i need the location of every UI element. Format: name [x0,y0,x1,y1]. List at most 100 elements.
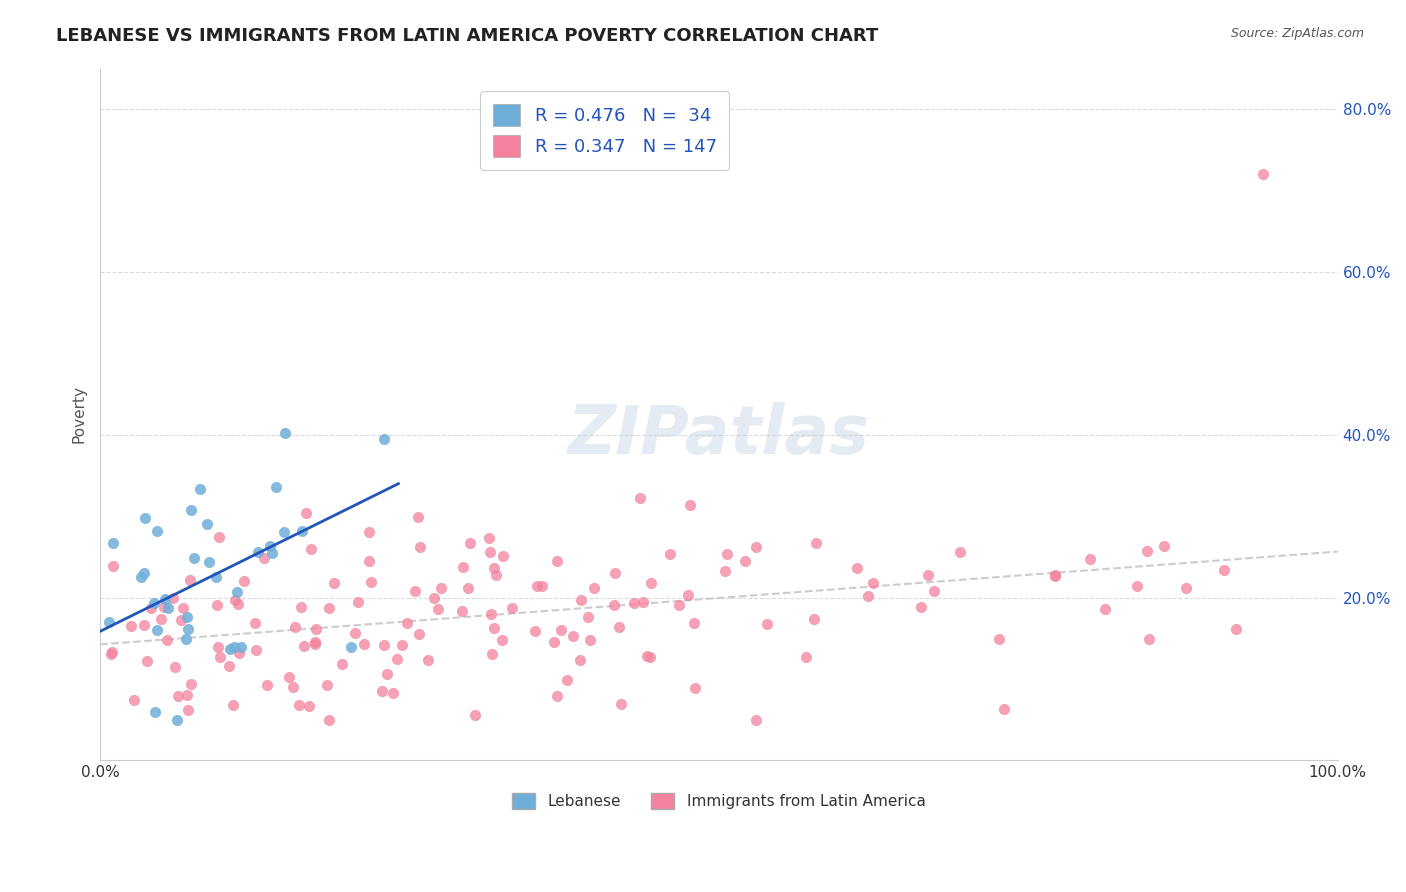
Immigrants from Latin America [623,596,645,610]
Immigrants from Latin America [679,498,702,512]
Immigrants from Latin America [569,653,592,667]
Lebanese [198,555,221,569]
Immigrants from Latin America [357,524,380,539]
Lebanese [188,482,211,496]
Immigrants from Latin America [682,616,704,631]
Lebanese [142,596,165,610]
Immigrants from Latin America [755,616,778,631]
Immigrants from Latin America [804,536,827,550]
Legend: Lebanese, Immigrants from Latin America: Lebanese, Immigrants from Latin America [506,787,932,815]
Immigrants from Latin America [155,633,177,648]
Immigrants from Latin America [218,659,240,673]
Lebanese [273,426,295,441]
Immigrants from Latin America [177,703,200,717]
Y-axis label: Poverty: Poverty [72,385,86,443]
Immigrants from Latin America [343,626,366,640]
Immigrants from Latin America [744,713,766,727]
Immigrants from Latin America [120,618,142,632]
Lebanese [157,600,180,615]
Immigrants from Latin America [224,593,246,607]
Lebanese [195,517,218,532]
Immigrants from Latin America [222,698,245,712]
Immigrants from Latin America [583,581,606,595]
Immigrants from Latin America [375,666,398,681]
Immigrants from Latin America [683,681,706,695]
Lebanese [177,622,200,636]
Immigrants from Latin America [803,611,825,625]
Immigrants from Latin America [426,602,449,616]
Immigrants from Latin America [561,629,583,643]
Immigrants from Latin America [628,491,651,505]
Immigrants from Latin America [208,531,231,545]
Immigrants from Latin America [479,544,502,558]
Immigrants from Latin America [382,686,405,700]
Immigrants from Latin America [304,637,326,651]
Immigrants from Latin America [360,574,382,589]
Immigrants from Latin America [256,678,278,692]
Immigrants from Latin America [993,702,1015,716]
Immigrants from Latin America [179,574,201,588]
Immigrants from Latin America [745,540,768,554]
Immigrants from Latin America [1136,543,1159,558]
Immigrants from Latin America [330,657,353,672]
Immigrants from Latin America [716,547,738,561]
Immigrants from Latin America [150,612,173,626]
Immigrants from Latin America [547,690,569,704]
Immigrants from Latin America [949,545,972,559]
Immigrants from Latin America [450,604,472,618]
Immigrants from Latin America [165,660,187,674]
Immigrants from Latin America [430,582,453,596]
Immigrants from Latin America [245,615,267,630]
Immigrants from Latin America [245,643,267,657]
Lebanese [176,609,198,624]
Immigrants from Latin America [676,588,699,602]
Immigrants from Latin America [304,634,326,648]
Immigrants from Latin America [609,697,631,711]
Immigrants from Latin America [180,677,202,691]
Lebanese [145,623,167,637]
Immigrants from Latin America [172,601,194,615]
Immigrants from Latin America [569,593,592,607]
Immigrants from Latin America [253,550,276,565]
Immigrants from Latin America [464,708,486,723]
Immigrants from Latin America [1078,552,1101,566]
Immigrants from Latin America [856,589,879,603]
Immigrants from Latin America [318,601,340,615]
Immigrants from Latin America [492,549,515,563]
Lebanese [97,615,120,630]
Lebanese [218,642,240,657]
Lebanese [229,640,252,654]
Immigrants from Latin America [226,597,249,611]
Immigrants from Latin America [530,579,553,593]
Immigrants from Latin America [152,599,174,614]
Immigrants from Latin America [478,532,501,546]
Immigrants from Latin America [714,565,737,579]
Immigrants from Latin America [555,673,578,687]
Immigrants from Latin America [290,600,312,615]
Immigrants from Latin America [1094,602,1116,616]
Immigrants from Latin America [316,678,339,692]
Immigrants from Latin America [917,568,939,582]
Immigrants from Latin America [862,575,884,590]
Lebanese [226,584,249,599]
Immigrants from Latin America [301,541,323,556]
Immigrants from Latin America [373,638,395,652]
Immigrants from Latin America [134,618,156,632]
Immigrants from Latin America [281,680,304,694]
Lebanese [134,510,156,524]
Lebanese [174,632,197,646]
Immigrants from Latin America [176,689,198,703]
Immigrants from Latin America [277,669,299,683]
Lebanese [222,640,245,654]
Lebanese [153,591,176,606]
Immigrants from Latin America [1175,582,1198,596]
Immigrants from Latin America [209,649,232,664]
Lebanese [166,713,188,727]
Immigrants from Latin America [353,637,375,651]
Lebanese [180,503,202,517]
Immigrants from Latin America [322,576,344,591]
Immigrants from Latin America [396,616,419,631]
Immigrants from Latin America [284,620,307,634]
Immigrants from Latin America [501,600,523,615]
Immigrants from Latin America [409,540,432,554]
